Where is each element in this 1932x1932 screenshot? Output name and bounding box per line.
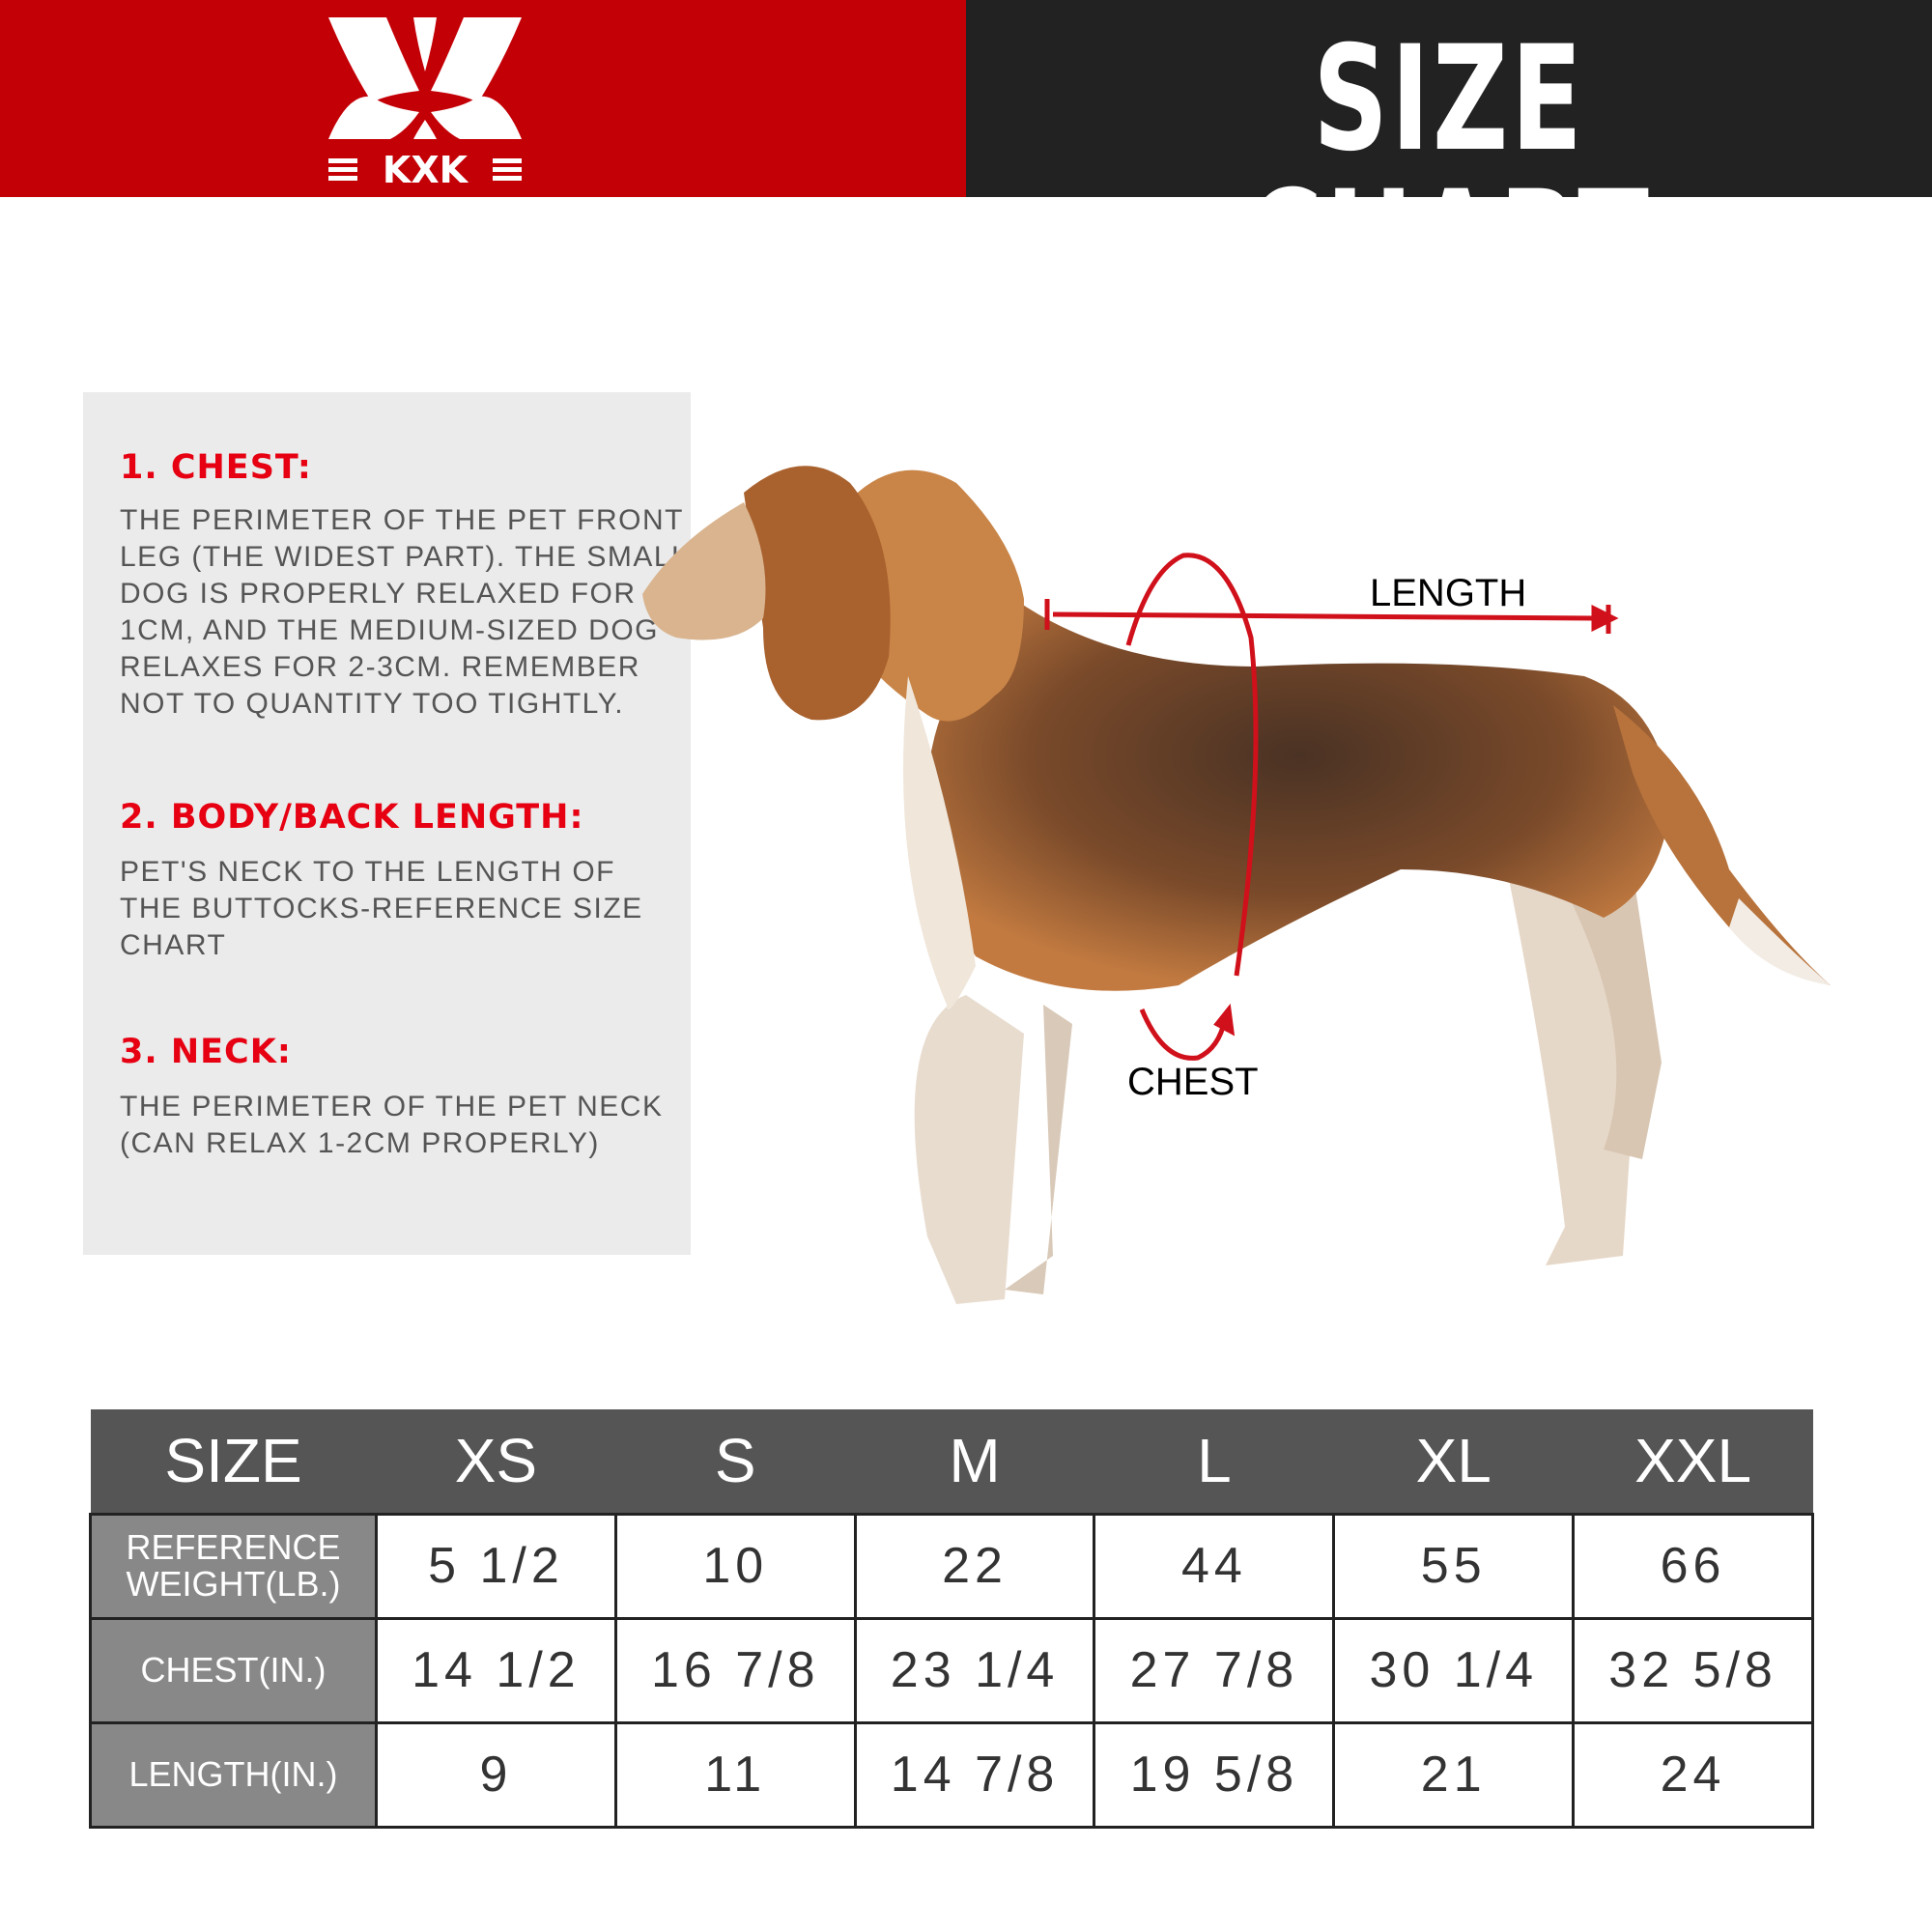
header-xs: XS [376, 1409, 616, 1516]
cell: 23 1/4 [853, 1616, 1096, 1724]
cell: 21 [1332, 1720, 1576, 1829]
row-label: LENGTH(IN.) [89, 1720, 378, 1829]
svg-text:KXK: KXK [383, 149, 469, 185]
length-heading: 2. BODY/BACK LENGTH: [120, 798, 584, 837]
cell: 16 7/8 [613, 1616, 857, 1724]
cell: 14 1/2 [375, 1616, 617, 1724]
header-m: M [855, 1409, 1094, 1516]
chest-heading: 1. CHEST: [120, 448, 312, 487]
table-row: LENGTH(IN.) 9 11 14 7/8 19 5/8 21 24 [89, 1720, 1814, 1829]
chest-loop [1125, 553, 1259, 1061]
size-table: SIZE XS S M L XL XXL REFERENCE WEIGHT(LB… [89, 1409, 1814, 1829]
header-s: S [615, 1409, 856, 1516]
length-label: LENGTH [1370, 572, 1527, 614]
header-xxl: XXL [1573, 1409, 1813, 1516]
table-row: CHEST(IN.) 14 1/2 16 7/8 23 1/4 27 7/8 3… [89, 1616, 1814, 1724]
header-brand-band: KXK [0, 0, 966, 197]
header-xl: XL [1333, 1409, 1574, 1516]
length-text: PET'S NECK TO THE LENGTH OF THE BUTTOCKS… [120, 856, 643, 961]
table-row: REFERENCE WEIGHT(LB.) 5 1/2 10 22 44 55 … [89, 1512, 1814, 1620]
cell: 14 7/8 [853, 1720, 1096, 1829]
row-label: CHEST(IN.) [89, 1616, 378, 1724]
cell: 30 1/4 [1332, 1616, 1576, 1724]
cell: 11 [613, 1720, 857, 1829]
neck-heading: 3. NECK: [120, 1033, 292, 1071]
row-label: REFERENCE WEIGHT(LB.) [89, 1512, 378, 1620]
cell: 22 [853, 1512, 1096, 1620]
header-l: L [1094, 1409, 1334, 1516]
header-size: SIZE [90, 1409, 377, 1516]
cell: 27 7/8 [1093, 1616, 1336, 1724]
cell: 19 5/8 [1093, 1720, 1336, 1829]
cell: 10 [613, 1512, 857, 1620]
cell: 5 1/2 [375, 1512, 617, 1620]
page-title: SIZE CHART [1246, 15, 1652, 328]
cell: 44 [1093, 1512, 1336, 1620]
cell: 24 [1572, 1720, 1814, 1829]
dog-illustration [642, 466, 1831, 1304]
cell: 32 5/8 [1572, 1616, 1814, 1724]
cell: 9 [375, 1720, 617, 1829]
table-header-row: SIZE XS S M L XL XXL [90, 1409, 1813, 1516]
header-title-band: SIZE CHART [966, 0, 1932, 317]
length-arrow [1044, 599, 1619, 634]
chest-text: THE PERIMETER OF THE PET FRONT LEG (THE … [120, 504, 690, 720]
kxk-logo: KXK [328, 17, 522, 185]
chest-label: CHEST [1127, 1061, 1259, 1103]
neck-text: THE PERIMETER OF THE PET NECK (CAN RELAX… [120, 1091, 664, 1159]
cell: 55 [1332, 1512, 1576, 1620]
measurement-guide: 1. CHEST: THE PERIMETER OF THE PET FRONT… [83, 392, 691, 1255]
cell: 66 [1572, 1512, 1814, 1620]
